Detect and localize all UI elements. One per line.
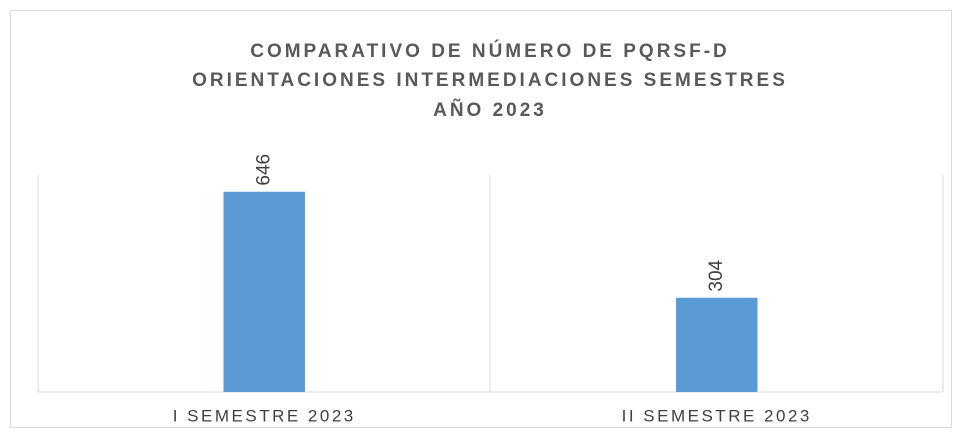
data-label: 646: [253, 154, 274, 186]
chart-title: ORIENTACIONES INTERMEDIACIONES SEMESTRES: [192, 70, 788, 91]
chart-title: AÑO 2023: [433, 99, 547, 121]
bar: [676, 297, 758, 392]
x-tick-label: I SEMESTRE 2023: [173, 406, 356, 425]
chart-border: [10, 10, 952, 428]
data-label: 304: [706, 259, 727, 291]
x-tick-label: II SEMESTRE 2023: [622, 406, 812, 425]
chart-title: COMPARATIVO DE NÚMERO DE PQRSF-D: [250, 40, 730, 62]
bar: [223, 191, 305, 392]
